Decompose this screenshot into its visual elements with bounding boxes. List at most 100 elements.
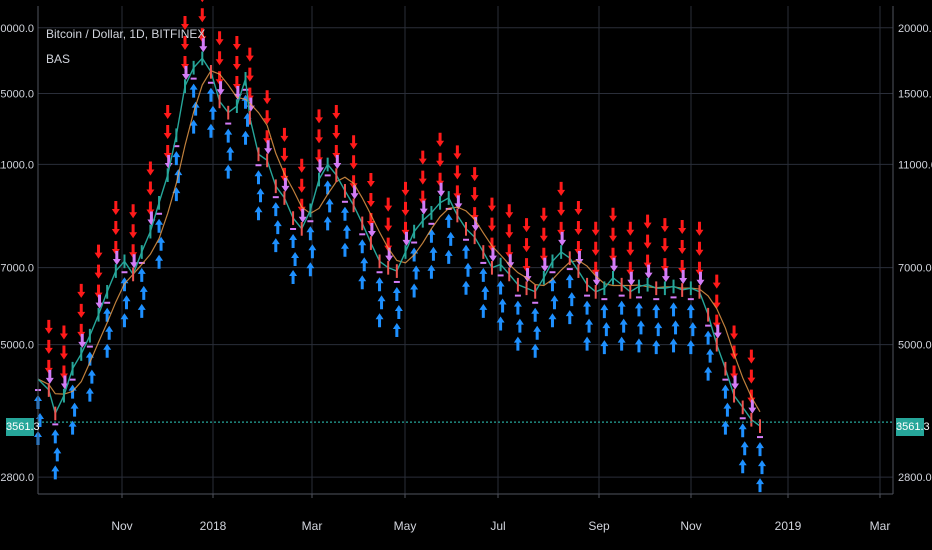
sell-arrow xyxy=(660,238,669,253)
sell-arrow xyxy=(505,224,514,239)
buy-arrow xyxy=(85,351,94,366)
sell-arrow xyxy=(94,264,103,279)
buy-arrow xyxy=(377,295,386,310)
alt-signal-arrow xyxy=(419,200,428,215)
y-tick-label-left: 5000.0 xyxy=(0,340,34,352)
sell-arrow xyxy=(470,187,479,202)
buy-arrow xyxy=(208,105,217,120)
sell-arrow xyxy=(94,244,103,259)
y-tick-label-right: 11000.0 xyxy=(898,159,932,171)
sell-arrow xyxy=(263,110,272,125)
sell-arrow xyxy=(522,238,531,253)
study-name: BAS xyxy=(46,52,71,66)
alt-signal-arrow xyxy=(575,250,584,265)
sell-arrow xyxy=(436,132,445,147)
sell-arrow xyxy=(522,218,531,233)
buy-arrow xyxy=(496,316,505,331)
buy-arrow xyxy=(87,369,96,384)
sell-arrow xyxy=(163,125,172,140)
buy-arrow xyxy=(636,320,645,335)
buy-arrow xyxy=(429,246,438,261)
buy-arrow xyxy=(654,322,663,337)
sell-arrow xyxy=(557,201,566,216)
buy-signal-marker xyxy=(393,280,400,283)
buy-signal-marker xyxy=(359,233,366,236)
buy-arrow xyxy=(652,304,661,319)
buy-signal-marker xyxy=(225,122,232,125)
buy-signal-marker xyxy=(121,271,128,274)
buy-arrow xyxy=(533,325,542,340)
buy-arrow xyxy=(375,277,384,292)
buy-signal-marker xyxy=(722,378,729,381)
alt-signal-arrow xyxy=(199,38,208,53)
sell-arrow xyxy=(232,56,241,71)
buy-signal-marker xyxy=(463,238,470,241)
sell-arrow xyxy=(146,161,155,176)
buy-arrow xyxy=(531,343,540,358)
alt-signal-arrow xyxy=(748,399,757,414)
buy-signal-marker xyxy=(618,294,625,297)
buy-arrow xyxy=(139,285,148,300)
x-tick-label: 2019 xyxy=(775,519,802,533)
buy-arrow xyxy=(427,264,436,279)
alt-signal-arrow xyxy=(558,231,567,246)
buy-arrow xyxy=(740,441,749,456)
buy-arrow xyxy=(137,267,146,282)
buy-arrow xyxy=(358,275,367,290)
buy-arrow xyxy=(567,292,576,307)
buy-signal-marker xyxy=(549,271,556,274)
buy-arrow xyxy=(583,336,592,351)
buy-arrow xyxy=(479,267,488,282)
buy-arrow xyxy=(704,366,713,381)
x-tick-label: Mar xyxy=(302,519,323,533)
buy-signal-marker xyxy=(757,436,763,439)
sell-arrow xyxy=(315,109,324,124)
buy-arrow xyxy=(634,338,643,353)
buy-arrow xyxy=(273,220,282,235)
buy-signal-marker xyxy=(687,298,694,301)
sell-arrow xyxy=(349,155,358,170)
x-tick-label: Mar xyxy=(870,519,891,533)
buy-arrow xyxy=(308,244,317,259)
sell-arrow xyxy=(539,227,548,242)
sell-arrow xyxy=(487,197,496,212)
buy-arrow xyxy=(51,429,60,444)
sell-arrow xyxy=(660,218,669,233)
alt-signal-arrow xyxy=(164,155,173,170)
buy-signal-marker xyxy=(532,301,539,304)
buy-signal-marker xyxy=(497,274,504,277)
sell-arrow xyxy=(747,369,756,384)
alt-signal-arrow xyxy=(644,264,653,279)
alt-signal-arrow xyxy=(488,247,497,262)
sell-arrow xyxy=(591,241,600,256)
alt-signal-arrow xyxy=(627,271,636,286)
sell-arrow xyxy=(297,158,306,173)
alt-signal-arrow xyxy=(713,324,722,339)
buy-arrow xyxy=(325,198,334,213)
buy-arrow xyxy=(669,338,678,353)
buy-signal-marker xyxy=(428,222,435,225)
y-tick-label-right: 7000.0 xyxy=(898,263,932,275)
alt-signal-arrow xyxy=(454,195,463,210)
sell-arrow xyxy=(591,221,600,236)
sell-arrow xyxy=(129,224,138,239)
signal-arrows xyxy=(34,0,766,493)
buy-signal-marker xyxy=(307,220,314,223)
buy-arrow xyxy=(464,262,473,277)
buy-signal-marker xyxy=(584,294,591,297)
buy-arrow xyxy=(548,313,557,328)
sell-arrow xyxy=(180,36,189,51)
sell-arrow xyxy=(77,283,86,298)
alt-signal-arrow xyxy=(506,254,515,269)
buy-arrow xyxy=(394,304,403,319)
buy-arrow xyxy=(226,146,235,161)
buy-arrow xyxy=(103,343,112,358)
sell-arrow xyxy=(111,220,120,235)
sell-arrow xyxy=(180,16,189,31)
buy-arrow xyxy=(462,244,471,259)
buy-arrow xyxy=(306,226,315,241)
buy-arrow xyxy=(103,307,112,322)
buy-arrow xyxy=(686,340,695,355)
sell-arrow xyxy=(695,241,704,256)
